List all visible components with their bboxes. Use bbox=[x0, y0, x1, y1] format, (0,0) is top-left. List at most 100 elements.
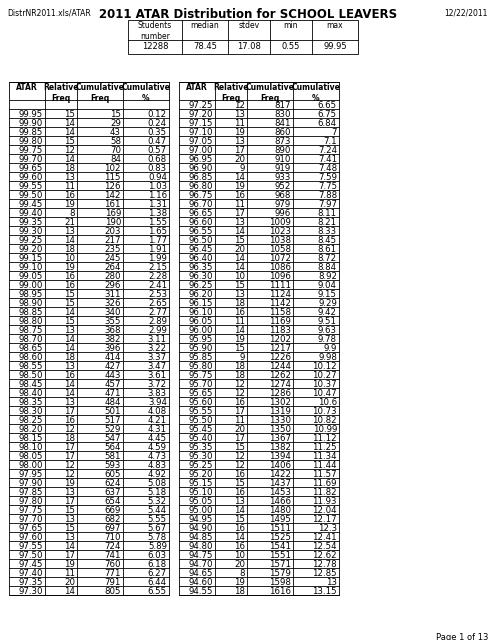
Text: 12/22/2011: 12/22/2011 bbox=[445, 8, 488, 17]
Text: 382: 382 bbox=[104, 335, 121, 344]
Text: 18: 18 bbox=[234, 371, 245, 380]
Text: 14: 14 bbox=[234, 254, 245, 263]
Text: 98.70: 98.70 bbox=[18, 335, 43, 344]
Text: 9.98: 9.98 bbox=[318, 353, 337, 362]
Text: 70: 70 bbox=[110, 146, 121, 155]
Text: 1142: 1142 bbox=[269, 299, 291, 308]
Text: 14: 14 bbox=[234, 263, 245, 272]
Text: 3.72: 3.72 bbox=[148, 380, 167, 388]
Text: 5.18: 5.18 bbox=[148, 488, 167, 497]
Text: 12: 12 bbox=[234, 100, 245, 110]
Text: 95.30: 95.30 bbox=[189, 452, 213, 461]
Text: 8.61: 8.61 bbox=[318, 244, 337, 254]
Text: 19: 19 bbox=[234, 335, 245, 344]
Text: 427: 427 bbox=[104, 362, 121, 371]
Text: 17: 17 bbox=[64, 443, 75, 452]
Text: 0.68: 0.68 bbox=[148, 155, 167, 164]
Text: 1598: 1598 bbox=[269, 578, 291, 587]
Text: 94.95: 94.95 bbox=[189, 515, 213, 524]
Text: 15: 15 bbox=[234, 515, 245, 524]
Text: 97.85: 97.85 bbox=[18, 488, 43, 497]
Text: 593: 593 bbox=[104, 461, 121, 470]
Text: 1.03: 1.03 bbox=[148, 182, 167, 191]
Text: 95.05: 95.05 bbox=[189, 497, 213, 506]
Text: 97.30: 97.30 bbox=[18, 587, 43, 596]
Text: 741: 741 bbox=[104, 551, 121, 560]
Text: 501: 501 bbox=[104, 407, 121, 416]
Text: 311: 311 bbox=[104, 290, 121, 299]
Text: 1009: 1009 bbox=[269, 218, 291, 227]
Text: 14: 14 bbox=[64, 542, 75, 551]
Text: 1551: 1551 bbox=[269, 551, 291, 560]
Text: 126: 126 bbox=[104, 182, 121, 191]
Text: 17: 17 bbox=[234, 209, 245, 218]
Text: 15: 15 bbox=[64, 137, 75, 146]
Text: 805: 805 bbox=[104, 587, 121, 596]
Text: 7.75: 7.75 bbox=[318, 182, 337, 191]
Text: 6.55: 6.55 bbox=[148, 587, 167, 596]
Text: 1244: 1244 bbox=[269, 362, 291, 371]
Text: 8.33: 8.33 bbox=[318, 227, 337, 236]
Text: 19: 19 bbox=[64, 263, 75, 272]
Text: 95.50: 95.50 bbox=[189, 416, 213, 425]
Text: DistrNR2011.xls/ATAR: DistrNR2011.xls/ATAR bbox=[7, 8, 91, 17]
Text: 11.44: 11.44 bbox=[312, 461, 337, 470]
Text: 8: 8 bbox=[69, 209, 75, 218]
Text: 1072: 1072 bbox=[269, 254, 291, 263]
Text: 11: 11 bbox=[234, 119, 245, 128]
Text: 18: 18 bbox=[64, 434, 75, 443]
Text: 95.80: 95.80 bbox=[189, 362, 213, 371]
Text: 16: 16 bbox=[234, 524, 245, 532]
Text: 1111: 1111 bbox=[269, 281, 291, 290]
Text: 96.90: 96.90 bbox=[189, 164, 213, 173]
Text: 16: 16 bbox=[64, 272, 75, 281]
Text: 96.50: 96.50 bbox=[189, 236, 213, 244]
Text: stdev: stdev bbox=[239, 22, 259, 31]
Text: 99.60: 99.60 bbox=[19, 173, 43, 182]
Text: 96.35: 96.35 bbox=[189, 263, 213, 272]
Text: 4.08: 4.08 bbox=[148, 407, 167, 416]
Text: 21: 21 bbox=[64, 218, 75, 227]
Text: 0.35: 0.35 bbox=[148, 128, 167, 137]
Text: 637: 637 bbox=[104, 488, 121, 497]
Text: 2.89: 2.89 bbox=[148, 317, 167, 326]
Text: 564: 564 bbox=[104, 443, 121, 452]
Text: 17: 17 bbox=[234, 407, 245, 416]
Text: 98.65: 98.65 bbox=[18, 344, 43, 353]
Text: 13: 13 bbox=[234, 497, 245, 506]
Text: 18: 18 bbox=[64, 244, 75, 254]
Text: 1286: 1286 bbox=[269, 388, 291, 398]
Text: 1058: 1058 bbox=[269, 244, 291, 254]
Text: 7.48: 7.48 bbox=[318, 164, 337, 173]
Text: 654: 654 bbox=[104, 497, 121, 506]
Text: 14: 14 bbox=[64, 128, 75, 137]
Text: 19: 19 bbox=[234, 578, 245, 587]
Text: 96.00: 96.00 bbox=[189, 326, 213, 335]
Text: 95.20: 95.20 bbox=[189, 470, 213, 479]
Text: 95.90: 95.90 bbox=[189, 344, 213, 353]
Text: 99.95: 99.95 bbox=[323, 42, 347, 51]
Text: 1217: 1217 bbox=[269, 344, 291, 353]
Text: 14: 14 bbox=[234, 506, 245, 515]
Text: 11: 11 bbox=[234, 416, 245, 425]
Text: 95.45: 95.45 bbox=[189, 425, 213, 434]
Text: 11: 11 bbox=[64, 569, 75, 578]
Text: 1183: 1183 bbox=[269, 326, 291, 335]
Text: 1350: 1350 bbox=[269, 425, 291, 434]
Text: 19: 19 bbox=[64, 560, 75, 569]
Text: 235: 235 bbox=[104, 244, 121, 254]
Text: 2.41: 2.41 bbox=[148, 281, 167, 290]
Text: 98.10: 98.10 bbox=[18, 443, 43, 452]
Text: 14: 14 bbox=[64, 344, 75, 353]
Text: 1.99: 1.99 bbox=[148, 254, 167, 263]
Text: 8.11: 8.11 bbox=[318, 209, 337, 218]
Text: 16: 16 bbox=[234, 470, 245, 479]
Text: 6.18: 6.18 bbox=[148, 560, 167, 569]
Text: 43: 43 bbox=[110, 128, 121, 137]
Text: 97.20: 97.20 bbox=[189, 110, 213, 119]
Text: Cumulative
%: Cumulative % bbox=[122, 83, 170, 103]
Text: Page 1 of 13: Page 1 of 13 bbox=[436, 633, 488, 640]
Text: 20: 20 bbox=[234, 560, 245, 569]
Text: 7.88: 7.88 bbox=[318, 191, 337, 200]
Text: 8.72: 8.72 bbox=[318, 254, 337, 263]
